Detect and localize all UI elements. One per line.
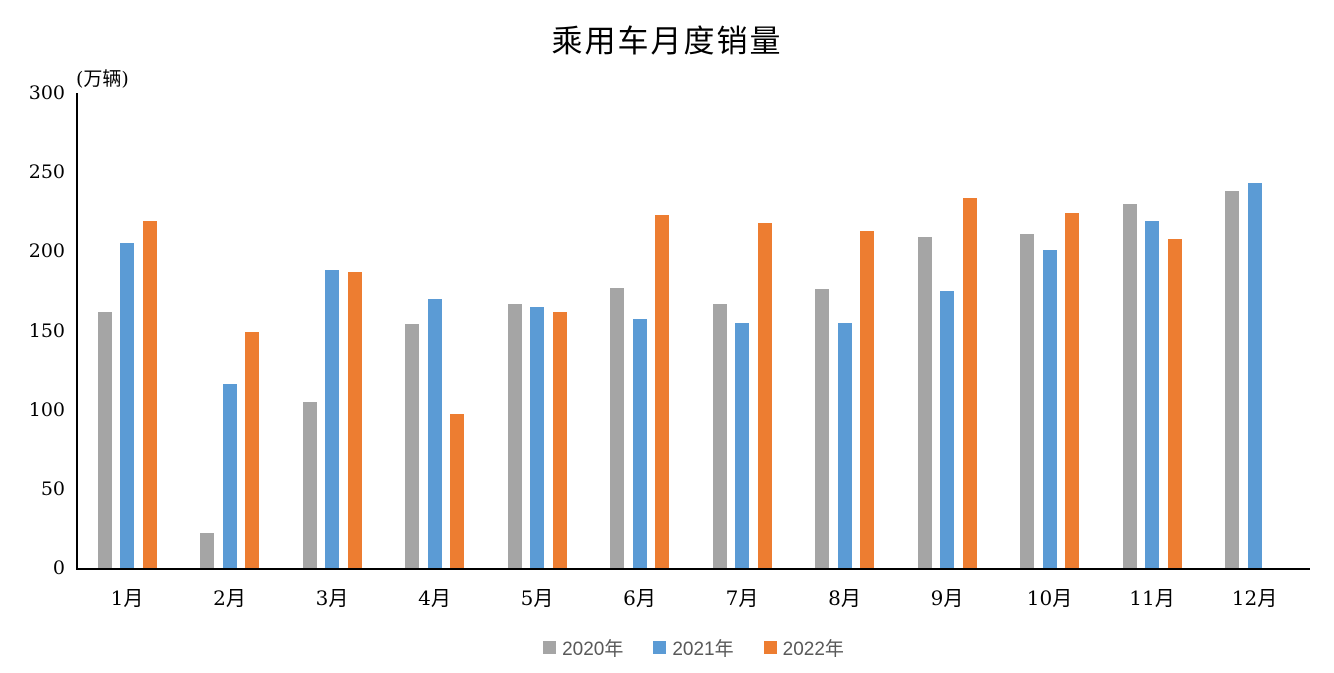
bar-2021年-7月	[735, 322, 749, 568]
bar-2022年-7月	[757, 222, 772, 568]
y-axis-tick-label: 200	[28, 240, 65, 263]
x-axis-label-8月: 8月	[828, 586, 861, 610]
x-axis-label-4月: 4月	[418, 586, 451, 610]
bar-2022年-10月	[1065, 213, 1079, 568]
bar-2022年-5月	[552, 311, 567, 568]
bar-2020年-10月	[1020, 233, 1034, 568]
bar-2021年-3月	[325, 270, 339, 568]
bar-2020年-6月	[610, 287, 624, 568]
bar-2022年-2月	[245, 332, 259, 568]
x-axis-label-11月: 11月	[1129, 586, 1175, 610]
y-axis-unit-label: (万辆)	[76, 68, 129, 90]
x-axis-label-6月: 6月	[623, 586, 656, 610]
x-axis-label-9月: 9月	[930, 586, 964, 610]
bar-2022年-11月	[1167, 238, 1182, 568]
bar-2020年-7月	[712, 303, 727, 568]
x-axis-line	[76, 568, 1310, 570]
bar-2022年-3月	[347, 271, 362, 568]
bar-2021年-10月	[1042, 249, 1057, 568]
bar-2021年-1月	[120, 243, 134, 568]
bar-2021年-6月	[632, 319, 647, 568]
x-axis-label-3月: 3月	[315, 586, 349, 610]
bar-2020年-9月	[917, 237, 932, 568]
y-axis-tick-label: 150	[28, 319, 65, 342]
legend-swatch-icon	[543, 640, 557, 654]
y-axis-tick-label: 100	[28, 398, 65, 421]
x-axis-label-7月: 7月	[725, 586, 759, 610]
legend-swatch-icon	[653, 640, 667, 654]
bar-2021年-9月	[940, 290, 954, 568]
bar-2022年-9月	[962, 197, 977, 568]
bar-2021年-12月	[1247, 183, 1262, 568]
bar-2020年-1月	[97, 311, 112, 568]
y-axis-line	[76, 93, 78, 570]
bar-2022年-8月	[860, 230, 874, 568]
legend: 2020年 2021年 2022年	[77, 633, 1310, 661]
bar-2020年-12月	[1225, 191, 1239, 568]
legend-item-2020年: 2020年	[543, 634, 623, 661]
x-axis-label-1月: 1月	[110, 586, 144, 610]
bar-2021年-11月	[1145, 221, 1159, 568]
bar-2020年-4月	[405, 324, 419, 568]
bar-2020年-8月	[815, 289, 829, 568]
plot-area	[76, 93, 1310, 570]
bar-2021年-8月	[837, 322, 852, 568]
x-axis-label-5月: 5月	[520, 586, 554, 610]
y-axis-tick-label: 250	[28, 161, 65, 184]
y-axis-tick-label: 50	[40, 477, 65, 500]
legend-item-2022年: 2022年	[763, 634, 844, 661]
bar-2020年-2月	[200, 533, 214, 568]
x-axis-label-10月: 10月	[1026, 586, 1073, 610]
x-axis-label-2月: 2月	[213, 586, 246, 610]
legend-label: 2021年	[672, 638, 734, 660]
bar-2020年-5月	[507, 303, 522, 568]
legend-item-2021年: 2021年	[653, 634, 734, 661]
bar-2020年-3月	[302, 401, 317, 568]
bar-2021年-5月	[530, 306, 544, 568]
bar-2022年-1月	[142, 221, 157, 568]
y-axis-tick-label: 300	[28, 82, 65, 104]
legend-swatch-icon	[763, 640, 777, 654]
bar-2021年-2月	[222, 384, 237, 568]
bar-2022年-6月	[655, 214, 669, 568]
y-axis-tick-label: 0	[52, 557, 65, 579]
bar-2022年-4月	[450, 414, 464, 568]
bar-2021年-4月	[427, 298, 442, 568]
legend-label: 2022年	[782, 638, 844, 660]
bar-2020年-11月	[1122, 203, 1137, 568]
chart-title: 乘用车月度销量	[551, 24, 783, 60]
x-axis-label-12月: 12月	[1231, 586, 1278, 610]
legend-label: 2020年	[562, 638, 624, 660]
